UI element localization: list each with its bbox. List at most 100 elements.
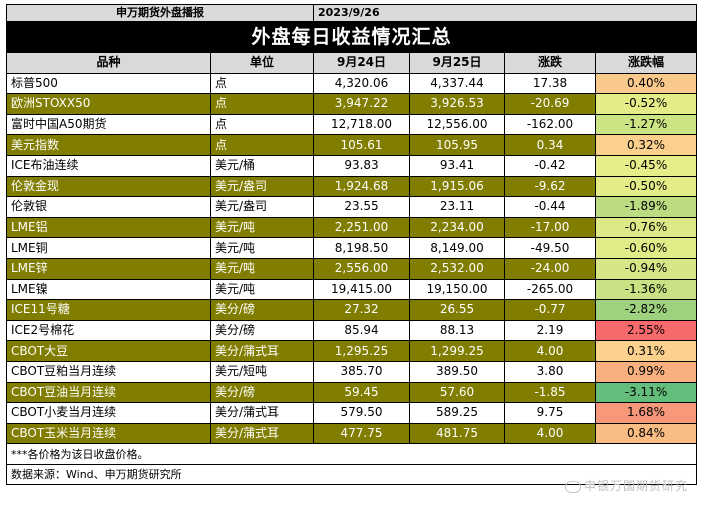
variety-cell: LME锌 [6,257,211,280]
date1-value-cell: 93.83 [313,154,410,177]
date2-value-cell: 481.75 [409,422,505,445]
change-cell: 3.80 [504,360,596,383]
change-cell: -162.00 [504,113,596,136]
change-cell: -24.00 [504,257,596,280]
column-header-unit: 单位 [210,52,314,74]
change-pct-cell: -0.45% [595,154,697,177]
variety-cell: CBOT玉米当月连续 [6,422,211,445]
watermark: 申银万国期货研究 [564,477,688,494]
unit-cell: 美元/吨 [210,237,314,259]
date1-value-cell: 8,198.50 [313,237,410,259]
table-row: ICE11号糖 美分/磅 27.32 26.55 -0.77 -2.82% [6,299,697,321]
unit-cell: 美元/桶 [210,154,314,177]
unit-cell: 美元/吨 [210,278,314,301]
unit-cell: 美分/蒲式耳 [210,402,314,424]
date2-value-cell: 1,299.25 [409,340,505,362]
date1-value-cell: 2,251.00 [313,216,410,239]
change-pct-cell: -0.76% [595,216,697,239]
variety-cell: ICE布油连续 [6,154,211,177]
report-date: 2023/9/26 [318,6,380,19]
date2-value-cell: 389.50 [409,360,505,383]
date1-value-cell: 12,718.00 [313,113,410,136]
note-row: ***各价格为该日收盘价格。 [6,443,697,465]
date2-value-cell: 88.13 [409,319,505,342]
change-pct-cell: -0.52% [595,93,697,115]
change-pct-cell: -1.27% [595,113,697,136]
column-header-row: 品种 单位 9月24日 9月25日 涨跌 涨跌幅 [6,52,697,74]
variety-cell: LME铜 [6,237,211,259]
data-source-text: 数据来源：Wind、申万期货研究所 [6,463,697,486]
report-header-row: 申万期货外盘播报 2023/9/26 [6,4,697,22]
table-row: 富时中国A50期货点 12,718.00 12,556.00 -162.00 -1.27… [6,113,697,136]
date2-value-cell: 8,149.00 [409,237,505,259]
table-row: ICE布油连续 美元/桶 93.83 93.41 -0.42 -0.45% [6,154,697,177]
change-cell: 4.00 [504,422,596,445]
change-cell: -9.62 [504,175,596,198]
unit-cell: 美元/盎司 [210,175,314,198]
summary-sheet: 申万期货外盘播报 2023/9/26 外盘每日收益情况汇总 品种 单位 9月24… [6,4,697,486]
date2-value-cell: 23.11 [409,196,505,218]
change-cell: -17.00 [504,216,596,239]
change-cell: 17.38 [504,72,596,95]
unit-cell: 点 [210,134,314,156]
table-row: LME锌 美元/吨 2,556.00 2,532.00 -24.00 -0.94% [6,257,697,280]
change-pct-cell: -3.11% [595,381,697,404]
change-cell: -0.42 [504,154,596,177]
table-title: 外盘每日收益情况汇总 [6,21,697,53]
column-header-change: 涨跌 [504,52,596,74]
change-cell: -49.50 [504,237,596,259]
change-cell: 2.19 [504,319,596,342]
date1-value-cell: 1,295.25 [313,340,410,362]
date2-value-cell: 12,556.00 [409,113,505,136]
date1-value-cell: 1,924.68 [313,175,410,198]
column-header-date1: 9月24日 [313,52,410,74]
date1-value-cell: 19,415.00 [313,278,410,301]
unit-cell: 美分/磅 [210,381,314,404]
date1-value-cell: 4,320.06 [313,72,410,95]
change-pct-cell: -2.82% [595,299,697,321]
report-source-name: 申万期货外盘播报 [116,6,204,19]
table-row: CBOT小麦当月连续 美分/蒲式耳 579.50 589.25 9.75 1.68% [6,402,697,424]
table-row: LME镍 美元/吨 19,415.00 19,150.00 -265.00 -1.36% [6,278,697,301]
change-cell: -0.44 [504,196,596,218]
unit-cell: 美分/磅 [210,319,314,342]
change-pct-cell: -0.60% [595,237,697,259]
table-row: ICE2号棉花 美分/磅 85.94 88.13 2.19 2.55% [6,319,697,342]
column-header-variety: 品种 [6,52,211,74]
unit-cell: 点 [210,113,314,136]
change-pct-cell: -1.89% [595,196,697,218]
table-row: 伦敦金现 美元/盎司 1,924.68 1,915.06 -9.62 -0.50% [6,175,697,198]
unit-cell: 美分/蒲式耳 [210,422,314,445]
change-pct-cell: 0.99% [595,360,697,383]
source-row: 数据来源：Wind、申万期货研究所 [6,463,697,486]
table-row: CBOT大豆 美分/蒲式耳 1,295.25 1,299.25 4.00 0.31% [6,340,697,362]
date1-value-cell: 105.61 [313,134,410,156]
table-row: CBOT豆油当月连续 美分/磅 59.45 57.60 -1.85 -3.11% [6,381,697,404]
unit-cell: 点 [210,72,314,95]
table-row: LME铝 美元/吨 2,251.00 2,234.00 -17.00 -0.76% [6,216,697,239]
table-row: 伦敦银 美元/盎司 23.55 23.11 -0.44 -1.89% [6,196,697,218]
variety-cell: CBOT大豆 [6,340,211,362]
date1-value-cell: 85.94 [313,319,410,342]
table-row: CBOT豆粕当月连续 美元/短吨 385.70 389.50 3.80 0.99% [6,360,697,383]
change-pct-cell: 1.68% [595,402,697,424]
unit-cell: 点 [210,93,314,115]
change-cell: 0.34 [504,134,596,156]
date1-value-cell: 385.70 [313,360,410,383]
table-row: 美元指数点 105.61 105.95 0.34 0.32% [6,134,697,156]
column-header-date2: 9月25日 [409,52,505,74]
title-row: 外盘每日收益情况汇总 [6,21,697,53]
date2-value-cell: 19,150.00 [409,278,505,301]
date1-value-cell: 3,947.22 [313,93,410,115]
table-row: LME铜 美元/吨 8,198.50 8,149.00 -49.50 -0.60% [6,237,697,259]
variety-cell: 富时中国A50期货 [6,113,211,136]
unit-cell: 美元/短吨 [210,360,314,383]
date2-value-cell: 4,337.44 [409,72,505,95]
variety-cell: CBOT豆油当月连续 [6,381,211,404]
unit-cell: 美元/盎司 [210,196,314,218]
change-cell: 4.00 [504,340,596,362]
unit-cell: 美分/磅 [210,299,314,321]
date1-value-cell: 2,556.00 [313,257,410,280]
date1-value-cell: 477.75 [313,422,410,445]
date1-value-cell: 579.50 [313,402,410,424]
